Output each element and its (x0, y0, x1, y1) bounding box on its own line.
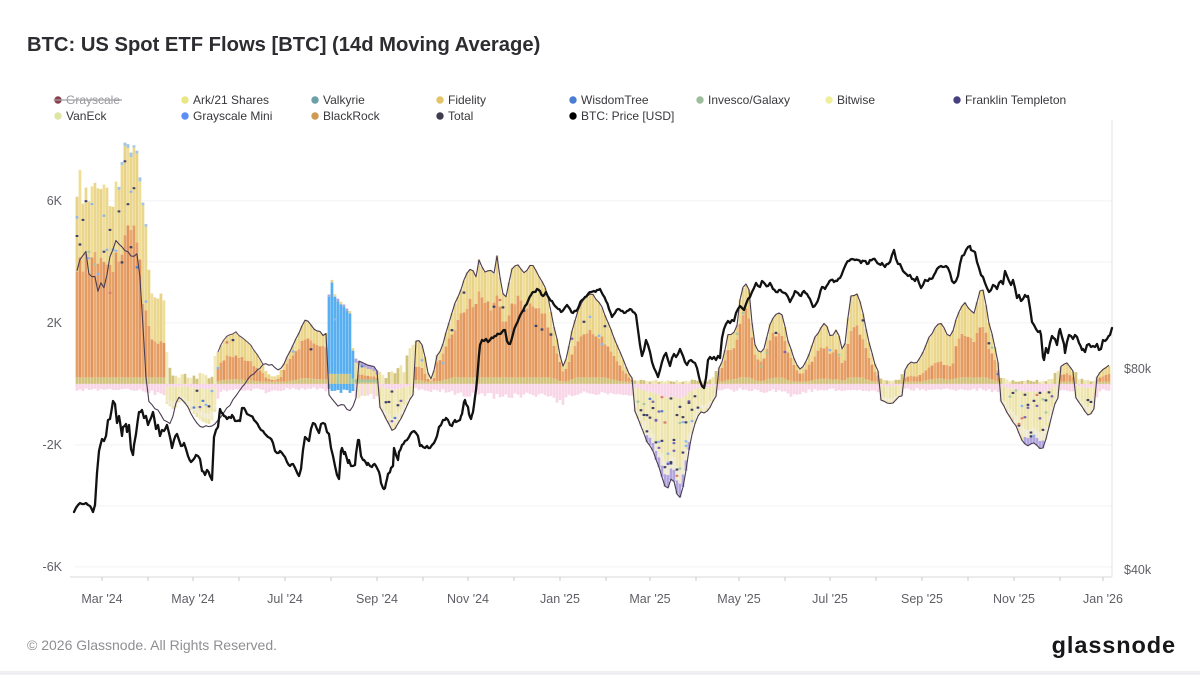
svg-text:VanEck: VanEck (66, 109, 107, 123)
svg-text:May '25: May '25 (717, 592, 760, 606)
svg-text:© 2026 Glassnode. All Rights R: © 2026 Glassnode. All Rights Reserved. (27, 637, 277, 653)
svg-text:-6K: -6K (43, 560, 63, 574)
svg-text:Ark/21 Shares: Ark/21 Shares (193, 93, 269, 107)
svg-text:Bitwise: Bitwise (837, 93, 875, 107)
svg-text:Nov '25: Nov '25 (993, 592, 1035, 606)
svg-text:Fidelity: Fidelity (448, 93, 486, 107)
svg-text:Sep '24: Sep '24 (356, 592, 398, 606)
svg-text:Jul '24: Jul '24 (267, 592, 303, 606)
svg-text:Grayscale Mini: Grayscale Mini (193, 109, 272, 123)
svg-text:Jan '26: Jan '26 (1083, 592, 1123, 606)
svg-text:Mar '25: Mar '25 (629, 592, 670, 606)
svg-text:Franklin Templeton: Franklin Templeton (965, 93, 1066, 107)
svg-text:Valkyrie: Valkyrie (323, 93, 365, 107)
svg-text:BTC: US Spot ETF Flows [BTC] (: BTC: US Spot ETF Flows [BTC] (14d Moving… (27, 34, 540, 56)
svg-text:$80k: $80k (1124, 362, 1152, 376)
svg-text:6K: 6K (47, 194, 63, 208)
svg-text:Sep '25: Sep '25 (901, 592, 943, 606)
svg-text:Invesco/Galaxy: Invesco/Galaxy (708, 93, 790, 107)
svg-text:glassnode: glassnode (1052, 632, 1176, 658)
svg-text:Mar '24: Mar '24 (81, 592, 122, 606)
svg-text:WisdomTree: WisdomTree (581, 93, 649, 107)
svg-text:Nov '24: Nov '24 (447, 592, 489, 606)
svg-text:BTC: Price [USD]: BTC: Price [USD] (581, 109, 674, 123)
svg-text:Jan '25: Jan '25 (540, 592, 580, 606)
svg-text:Jul '25: Jul '25 (812, 592, 848, 606)
svg-text:-2K: -2K (43, 438, 63, 452)
svg-text:2K: 2K (47, 316, 63, 330)
svg-text:$40k: $40k (1124, 563, 1152, 577)
svg-text:Total: Total (448, 109, 473, 123)
svg-text:May '24: May '24 (171, 592, 214, 606)
svg-text:BlackRock: BlackRock (323, 109, 381, 123)
